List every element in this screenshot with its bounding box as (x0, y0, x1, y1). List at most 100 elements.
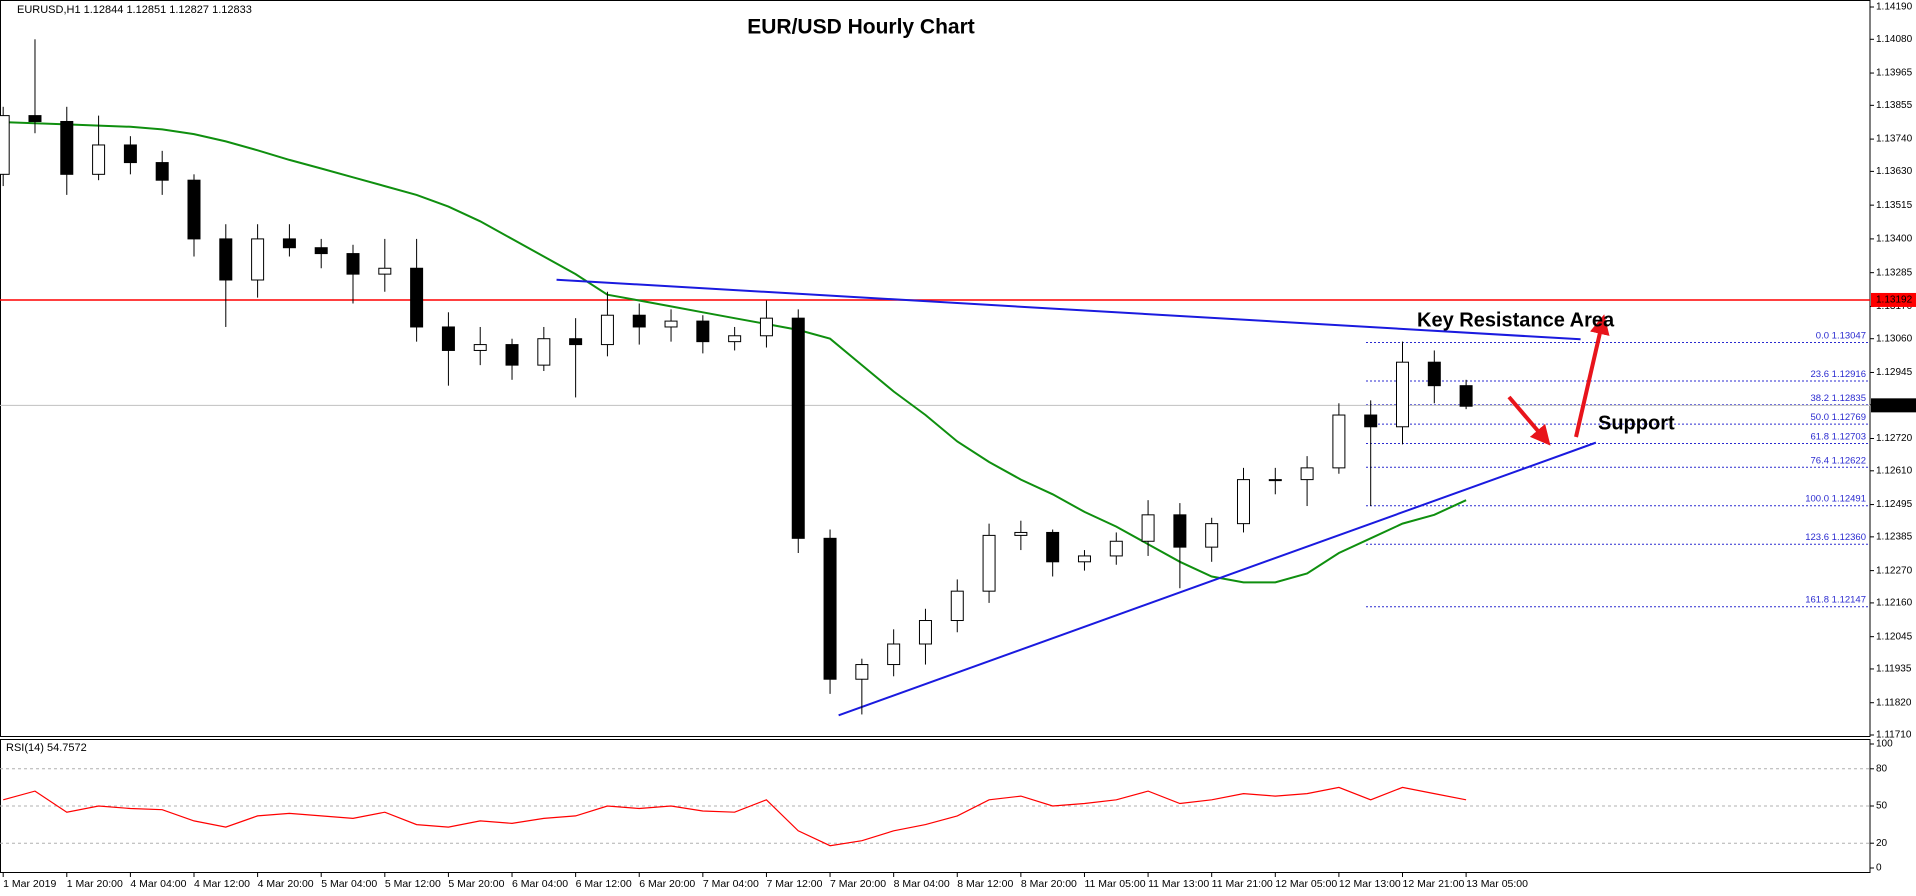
x-tick-label: 12 Mar 13:00 (1339, 878, 1401, 890)
y-tick-label: 50 (1876, 801, 1888, 812)
x-tick-label: 8 Mar 12:00 (957, 878, 1013, 890)
annotation: Key Resistance Area (1417, 309, 1615, 331)
candle-body (537, 338, 551, 366)
x-tick-label: 6 Mar 04:00 (512, 878, 568, 890)
candle-body (251, 238, 265, 281)
y-tick-label: 1.13285 (1876, 267, 1913, 278)
candle-body (791, 317, 805, 539)
candle-body (855, 664, 869, 680)
y-tick-label: 1.13630 (1876, 166, 1913, 177)
fib-ratio: 123.6 (1805, 532, 1829, 543)
candle-body (887, 643, 901, 666)
x-tick-label: 6 Mar 12:00 (576, 878, 632, 890)
x-tick-label: 5 Mar 12:00 (385, 878, 441, 890)
fib-price: 1.12916 (1832, 368, 1866, 379)
y-tick-label: 1.13060 (1876, 333, 1913, 344)
fib-ratio: 38.2 (1811, 392, 1830, 403)
x-tick-label: 6 Mar 20:00 (639, 878, 695, 890)
y-tick-label: 1.14190 (1876, 2, 1913, 13)
trendline (838, 441, 1597, 717)
trendline (556, 278, 1581, 341)
fib-label: 123.6 1.12360 (1805, 532, 1866, 543)
symbol-info: EURUSD,H1 1.12844 1.12851 1.12827 1.1283… (17, 4, 252, 16)
candle-body (728, 335, 742, 343)
y-tick-label: 1.14080 (1876, 34, 1913, 45)
fib-ratio: 61.8 (1811, 431, 1830, 442)
candle-body (1141, 514, 1155, 542)
y-tick-label: 1.11935 (1876, 664, 1912, 675)
candle-body (0, 115, 10, 175)
resistance-label: 1.13192 (1876, 295, 1913, 306)
candle-body (505, 344, 519, 366)
y-tick-label: 1.12160 (1876, 598, 1913, 609)
candle-body (1109, 540, 1123, 557)
fib-ratio: 76.4 (1811, 455, 1830, 466)
y-tick-label: 1.13965 (1876, 68, 1913, 79)
candle-body (219, 238, 233, 281)
candle-body (918, 620, 932, 645)
candle-body (982, 534, 996, 592)
y-tick-label: 80 (1876, 763, 1888, 774)
candle-body (473, 344, 487, 351)
y-tick-label: 1.12610 (1876, 465, 1913, 476)
fib-label: 23.6 1.12916 (1811, 368, 1866, 379)
y-tick-label: 1.12945 (1876, 367, 1913, 378)
x-tick-label: 13 Mar 05:00 (1466, 878, 1528, 890)
price-pane-frame (0, 0, 1871, 737)
candle-body (759, 317, 773, 337)
y-tick-label: 1.12720 (1876, 433, 1913, 444)
candle-body (155, 162, 169, 181)
x-tick-label: 7 Mar 12:00 (766, 878, 822, 890)
y-tick-label: 1.12495 (1876, 499, 1913, 510)
x-tick-label: 12 Mar 21:00 (1403, 878, 1465, 890)
candle-body (410, 267, 424, 328)
candle-body (1014, 531, 1028, 536)
candle-body (632, 314, 646, 328)
candle-body (1427, 361, 1441, 387)
rsi-title: RSI(14) 54.7572 (6, 742, 87, 754)
fib-label: 161.8 1.12147 (1805, 594, 1866, 605)
candle-body (441, 326, 455, 351)
y-tick-label: 1.11820 (1876, 697, 1912, 708)
candle-body (1364, 414, 1378, 428)
rsi-line (3, 786, 1467, 847)
candle-body (1268, 479, 1282, 482)
fib-label: 76.4 1.12622 (1811, 455, 1866, 466)
x-tick-label: 5 Mar 20:00 (448, 878, 504, 890)
candle-body (569, 338, 583, 346)
y-tick-label: 1.13400 (1876, 234, 1913, 245)
x-tick-label: 8 Mar 04:00 (894, 878, 950, 890)
candle-body (28, 115, 42, 122)
y-tick-label: 100 (1876, 739, 1893, 750)
x-tick-label: 8 Mar 20:00 (1021, 878, 1077, 890)
x-tick-label: 11 Mar 05:00 (1084, 878, 1145, 890)
annotation: Support (1598, 412, 1675, 434)
y-tick-label: 1.12270 (1876, 565, 1913, 576)
candle-body (123, 144, 137, 164)
x-tick-label: 11 Mar 21:00 (1212, 878, 1273, 890)
fib-price: 1.13047 (1832, 330, 1866, 341)
y-tick-label: 1.12045 (1876, 631, 1913, 642)
y-tick-label: 1.13515 (1876, 200, 1913, 211)
last-price-label: 1.12833 (1876, 400, 1913, 411)
fib-label: 50.0 1.12769 (1811, 412, 1866, 423)
candle-body (346, 253, 360, 275)
fib-price: 1.12622 (1832, 455, 1866, 466)
x-tick-label: 5 Mar 04:00 (321, 878, 377, 890)
fib-price: 1.12491 (1832, 493, 1866, 504)
x-tick-label: 1 Mar 2019 (3, 878, 56, 890)
candle-body (1459, 385, 1473, 407)
candle-body (1332, 414, 1346, 469)
arrow-down (1507, 395, 1551, 446)
fib-label: 0.0 1.13047 (1816, 330, 1866, 341)
fib-label: 100.0 1.12491 (1805, 493, 1866, 504)
x-tick-label: 1 Mar 20:00 (67, 878, 123, 890)
candle-body (600, 314, 614, 346)
fib-label: 38.2 1.12835 (1811, 392, 1866, 403)
fib-price: 1.12769 (1832, 412, 1866, 423)
x-tick-label: 4 Mar 04:00 (130, 878, 186, 890)
x-tick-label: 11 Mar 13:00 (1148, 878, 1209, 890)
fib-label: 61.8 1.12703 (1811, 431, 1866, 442)
